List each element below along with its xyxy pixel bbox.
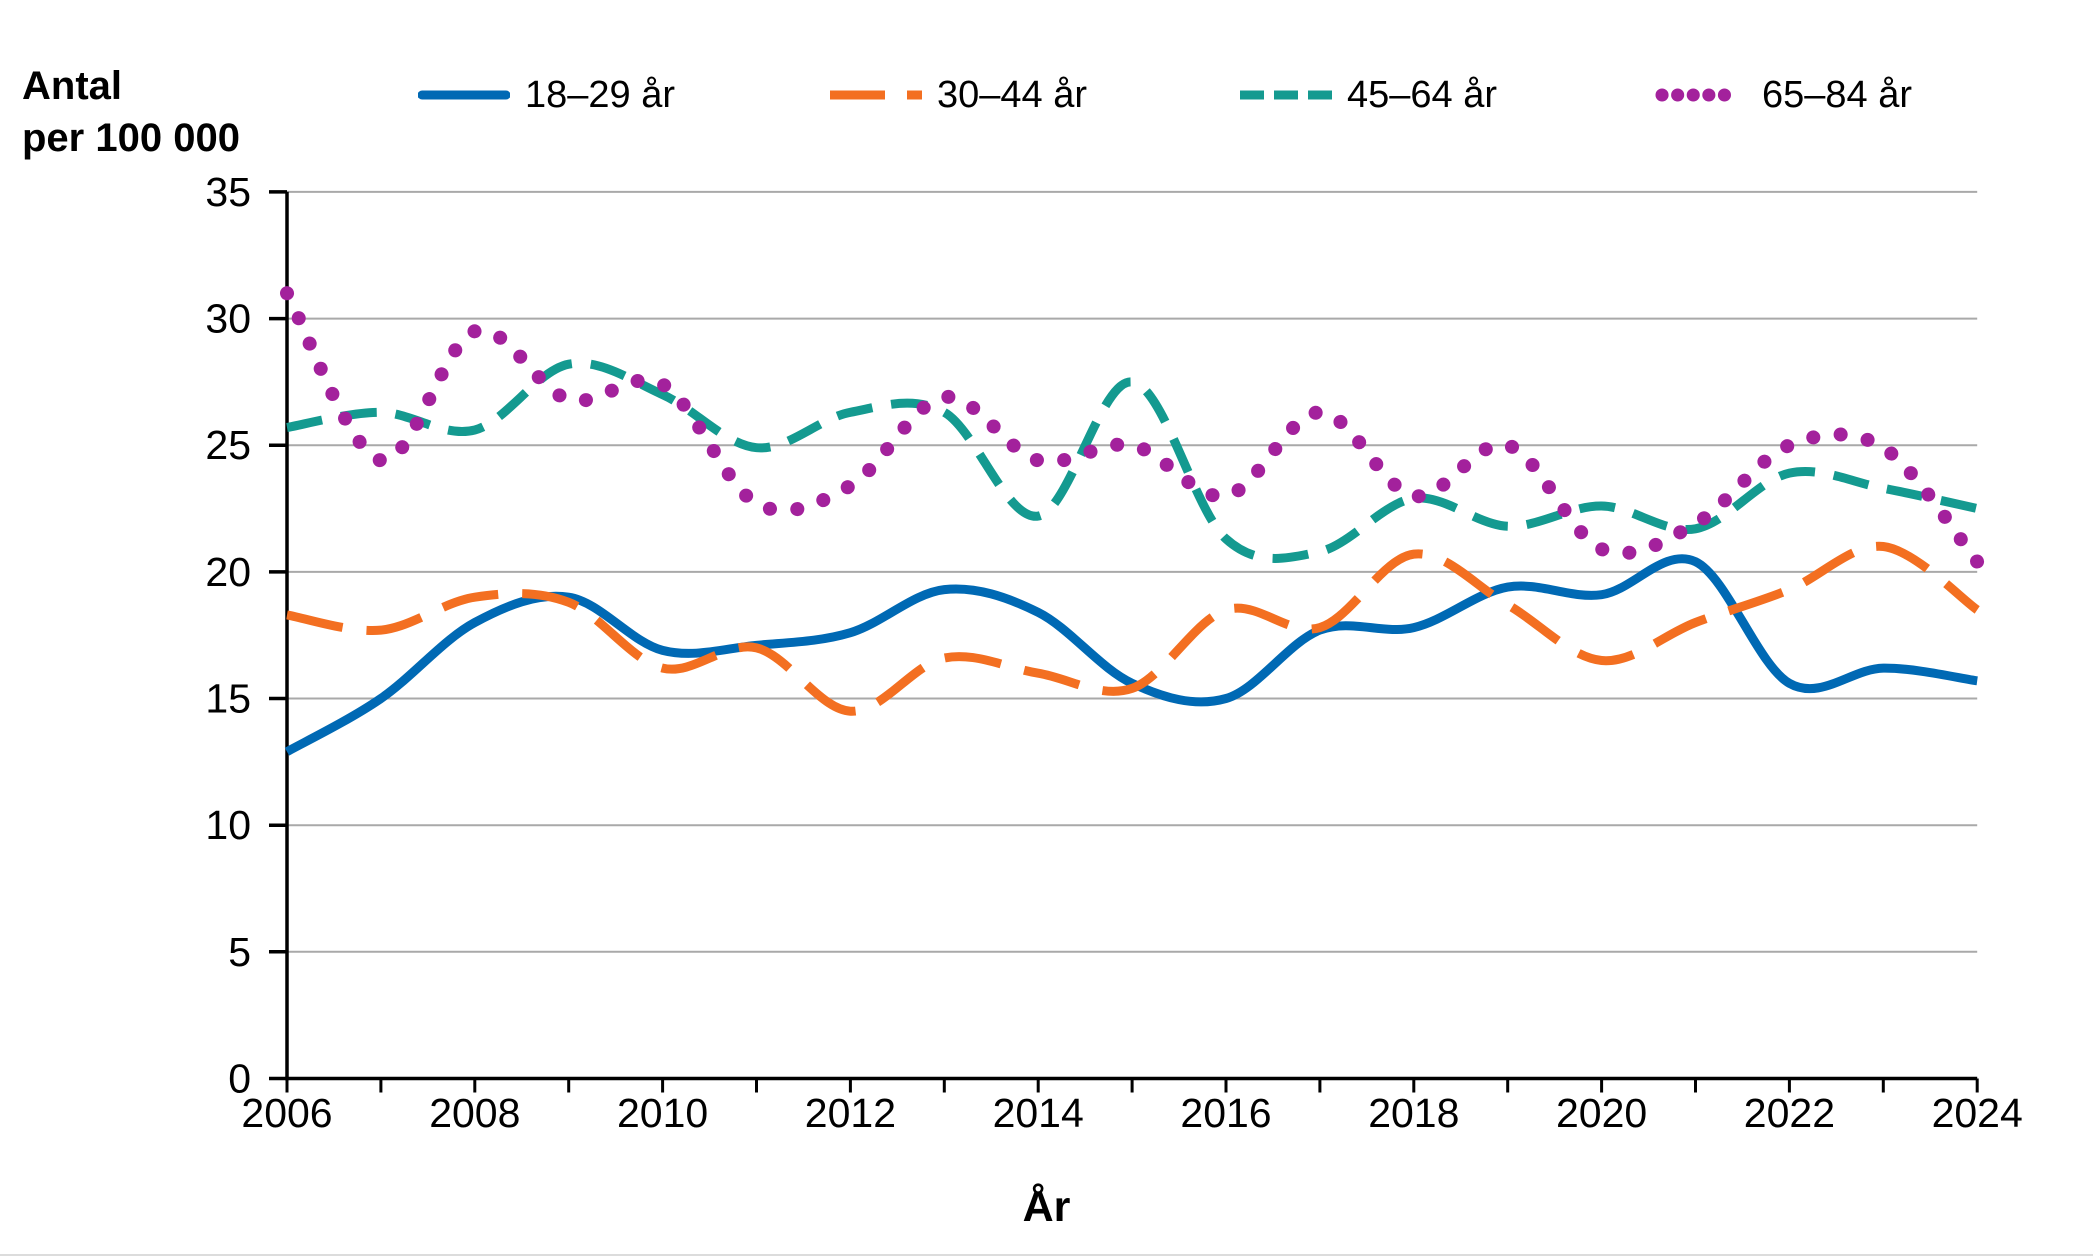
legend-item-18-29: 18–29 år [418, 72, 675, 118]
legend-swatch-30-44-icon [830, 90, 922, 100]
y-tick-label-10: 10 [205, 802, 251, 848]
y-tick-label-25: 25 [205, 422, 251, 468]
y-tick-label-0: 0 [228, 1056, 251, 1102]
legend-label-65-84: 65–84 år [1762, 73, 1913, 116]
legend-swatch-65-84-icon [1655, 88, 1747, 102]
series-line-45-64- [286, 358, 1979, 563]
series-line-18-29- [284, 554, 1978, 756]
legend-item-45-64: 45–64 år [1240, 72, 1497, 118]
y-axis-title-line2: per 100 000 [22, 116, 240, 160]
x-tick-label-2010: 2010 [617, 1090, 708, 1136]
bottom-divider [0, 1254, 2093, 1256]
series-line-65-84- [280, 286, 1985, 569]
legend-label-45-64: 45–64 år [1347, 73, 1498, 116]
x-tick-label-2020: 2020 [1556, 1090, 1647, 1136]
x-tick-label-2014: 2014 [993, 1090, 1084, 1136]
x-tick-label-2016: 2016 [1180, 1090, 1271, 1136]
y-tick-label-5: 5 [228, 929, 251, 975]
x-tick-label-2006: 2006 [241, 1090, 332, 1136]
x-tick-label-2018: 2018 [1368, 1090, 1459, 1136]
legend-label-30-44: 30–44 år [937, 73, 1088, 116]
series-line-30-44- [286, 541, 1980, 716]
x-tick-label-2012: 2012 [805, 1090, 896, 1136]
y-tick-label-30: 30 [205, 296, 251, 342]
y-tick-label-35: 35 [205, 169, 251, 215]
x-tick-label-2022: 2022 [1744, 1090, 1835, 1136]
y-axis-title-line1: Antal [22, 64, 122, 108]
legend-item-65-84: 65–84 år [1655, 72, 1912, 118]
x-tick-label-2008: 2008 [429, 1090, 520, 1136]
y-tick-label-20: 20 [205, 549, 251, 595]
x-axis-title: År [1022, 1183, 1071, 1231]
y-axis-title: Antal per 100 000 [22, 60, 240, 164]
legend-label-18-29: 18–29 år [525, 73, 676, 116]
legend-item-30-44: 30–44 år [830, 72, 1087, 118]
legend-swatch-45-64-icon [1240, 90, 1332, 100]
x-tick-label-2024: 2024 [1932, 1090, 2023, 1136]
legend: 18–29 år 30–44 år 45–64 år 65–84 år [0, 0, 2093, 150]
y-tick-label-15: 15 [205, 676, 251, 722]
legend-swatch-18-29-icon [418, 90, 510, 100]
